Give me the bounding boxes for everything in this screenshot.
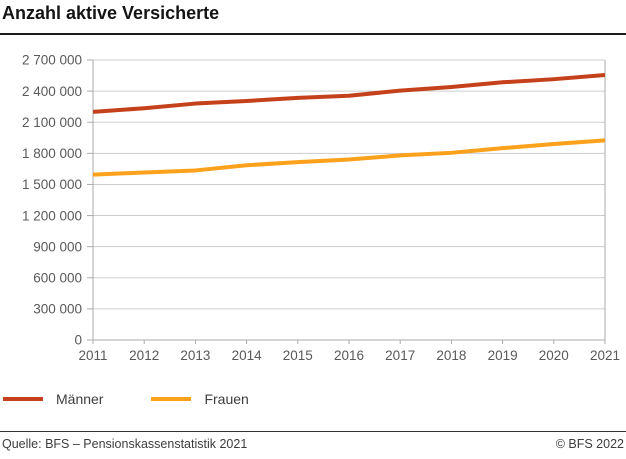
x-tick-label: 2017 — [385, 348, 415, 363]
series-line-frauen — [92, 138, 606, 177]
legend-label-frauen: Frauen — [204, 391, 249, 407]
x-tick-label: 2019 — [488, 348, 518, 363]
footer-divider — [0, 431, 626, 432]
maenner-line-swatch — [3, 397, 43, 401]
x-tick-label: 2018 — [436, 348, 466, 363]
legend-item-maenner: Männer — [3, 391, 103, 407]
x-tick-label: 2015 — [283, 348, 313, 363]
y-tick-label: 300 000 — [33, 302, 82, 317]
legend-item-frauen: Frauen — [151, 391, 249, 407]
x-tick-label: 2013 — [180, 348, 210, 363]
x-tick-label: 2012 — [129, 348, 159, 363]
x-tick-label: 2021 — [590, 348, 620, 363]
x-tick-label: 2016 — [334, 348, 364, 363]
y-tick-label: 0 — [74, 333, 82, 348]
y-tick-label: 2 100 000 — [22, 115, 82, 130]
y-tick-label: 1 200 000 — [22, 208, 82, 223]
page-title: Anzahl aktive Versicherte — [2, 3, 220, 23]
source-text: Quelle: BFS – Pensionskassenstatistik 20… — [2, 437, 248, 451]
title-divider — [0, 33, 626, 35]
legend: Männer Frauen — [3, 391, 249, 407]
frauen-line-swatch — [151, 397, 192, 401]
x-tick-label: 2020 — [539, 348, 569, 363]
x-tick-label: 2014 — [232, 348, 263, 363]
y-tick-label: 1 500 000 — [22, 177, 82, 192]
footer: Quelle: BFS – Pensionskassenstatistik 20… — [0, 437, 626, 451]
y-tick-label: 2 400 000 — [22, 84, 82, 99]
copyright-text: © BFS 2022 — [555, 437, 624, 451]
legend-label-maenner: Männer — [56, 391, 104, 407]
y-tick-label: 600 000 — [33, 271, 82, 286]
y-tick-label: 1 800 000 — [22, 146, 82, 161]
y-tick-label: 900 000 — [33, 239, 82, 254]
y-tick-label: 2 700 000 — [22, 53, 82, 68]
line-chart: 0 300 000 600 000 900 000 1 200 000 1 500 000… — [22, 53, 620, 363]
x-tick-label: 2011 — [78, 348, 107, 363]
series-line-maenner — [92, 73, 606, 114]
